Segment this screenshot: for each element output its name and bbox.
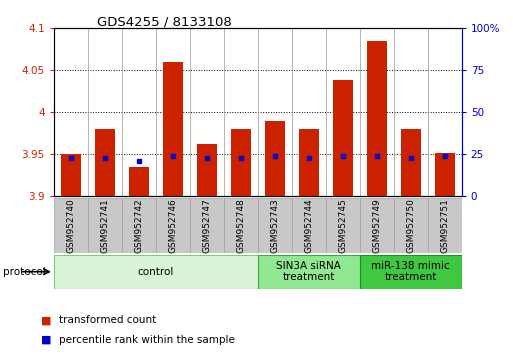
Bar [360,198,394,253]
Bar [88,198,122,253]
Text: GSM952751: GSM952751 [440,198,449,253]
Bar [94,129,115,196]
Text: GSM952746: GSM952746 [168,198,177,253]
Bar [428,198,462,253]
Text: control: control [137,267,174,277]
Bar [332,80,353,196]
Bar [258,255,360,289]
Text: protocol: protocol [3,267,45,277]
Text: GSM952744: GSM952744 [304,198,313,253]
Text: GDS4255 / 8133108: GDS4255 / 8133108 [97,16,231,29]
Bar [190,198,224,253]
Bar [61,154,81,196]
Bar [292,198,326,253]
Text: GSM952745: GSM952745 [338,198,347,253]
Bar [435,153,455,196]
Bar [163,62,183,196]
Text: ■: ■ [41,335,51,345]
Text: GSM952749: GSM952749 [372,198,381,253]
Bar [122,198,156,253]
Bar [156,198,190,253]
Bar [265,121,285,196]
Text: ■: ■ [41,315,51,325]
Bar [54,255,258,289]
Bar [129,167,149,196]
Bar [299,129,319,196]
Text: GSM952750: GSM952750 [406,198,415,253]
Bar [366,41,387,196]
Bar [54,198,88,253]
Text: GSM952740: GSM952740 [66,198,75,253]
Text: GSM952748: GSM952748 [236,198,245,253]
Bar [326,198,360,253]
Text: miR-138 mimic
treatment: miR-138 mimic treatment [371,261,450,282]
Bar [230,129,251,196]
Bar [258,198,292,253]
Bar [196,143,217,196]
Bar [401,129,421,196]
Bar [393,198,428,253]
Text: GSM952747: GSM952747 [202,198,211,253]
Bar [360,255,462,289]
Bar [224,198,258,253]
Text: SIN3A siRNA
treatment: SIN3A siRNA treatment [277,261,341,282]
Text: GSM952743: GSM952743 [270,198,279,253]
Text: GSM952741: GSM952741 [101,198,109,253]
Text: percentile rank within the sample: percentile rank within the sample [59,335,235,345]
Text: GSM952742: GSM952742 [134,198,143,253]
Text: transformed count: transformed count [59,315,156,325]
